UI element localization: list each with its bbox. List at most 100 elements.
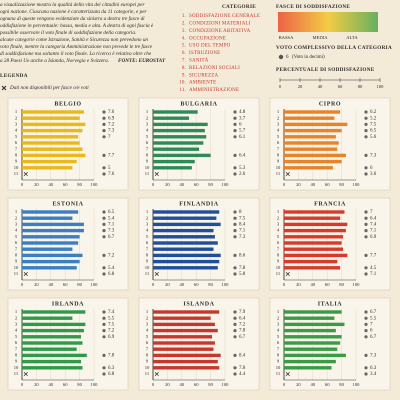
vote: 4.8 — [239, 110, 246, 115]
vote-dot — [364, 222, 368, 226]
vote-dot — [364, 335, 368, 339]
vote: 5.7 — [239, 129, 246, 134]
bar — [284, 216, 341, 220]
bar — [284, 147, 338, 151]
bar — [153, 235, 215, 239]
vote: 6 — [370, 166, 373, 171]
missing-note: Dati non disponibili per fasce o/e voti — [9, 84, 89, 91]
bar — [22, 322, 86, 327]
category-number: 8. — [182, 66, 186, 71]
row-number: 2 — [15, 215, 18, 220]
row-number: 2 — [277, 215, 280, 220]
row-number: 6 — [146, 340, 149, 345]
vote-dot — [102, 122, 106, 126]
row-number: 10 — [276, 365, 281, 370]
bar — [153, 366, 220, 370]
vote: 7.8 — [239, 329, 246, 334]
row-number: 3 — [15, 321, 18, 326]
row-number: 9 — [146, 259, 149, 264]
vote-dot — [233, 229, 237, 233]
vote-dot — [233, 372, 237, 376]
row-number: 11 — [145, 371, 150, 376]
row-number: 10 — [145, 265, 150, 270]
row-number: 5 — [146, 134, 149, 139]
missing-icon — [23, 271, 28, 277]
bar — [153, 310, 220, 314]
category-name: ISTRUZIONE — [189, 51, 220, 56]
row-number: 5 — [15, 134, 18, 139]
x-tick-label: 60 — [325, 282, 330, 287]
x-tick-label: 80 — [339, 382, 344, 387]
bar — [284, 141, 339, 145]
vote-dot — [233, 129, 237, 133]
bar — [284, 310, 342, 314]
x-tick-label: 100 — [222, 382, 230, 387]
row-number: 5 — [277, 334, 280, 339]
row-number: 10 — [145, 165, 150, 170]
vote-dot — [364, 229, 368, 233]
x-tick-label: 60 — [63, 182, 68, 187]
bar — [284, 241, 342, 245]
vote: 6.8 — [108, 372, 115, 377]
vote-dot — [233, 335, 237, 339]
row-number: 7 — [277, 346, 280, 351]
row-number: 3 — [146, 121, 149, 126]
vote: 6.8 — [108, 272, 115, 277]
bar — [22, 235, 80, 239]
category-number: 6. — [182, 51, 186, 56]
vote: 7 — [370, 323, 373, 328]
vote-dot — [233, 166, 237, 170]
x-tick-label: 100 — [91, 282, 99, 287]
vote-dot — [233, 216, 237, 220]
vote: 8.4 — [239, 354, 246, 359]
x-tick-label: 20 — [296, 382, 301, 387]
vote-dot — [364, 166, 368, 170]
vote-dot — [364, 253, 368, 257]
category-number: 9. — [182, 73, 186, 78]
bar — [284, 247, 344, 251]
intro-line: voto finale, mentre la categoria Amminis… — [0, 43, 153, 50]
x-tick-label: 80 — [77, 382, 82, 387]
panel-title: ITALIA — [318, 301, 343, 307]
missing-icon — [154, 171, 159, 177]
row-number: 1 — [146, 209, 149, 214]
vote-dot — [364, 116, 368, 120]
x-tick-label: 40 — [49, 382, 54, 387]
bar — [153, 241, 218, 245]
vote: 7.1 — [108, 223, 115, 228]
vote-dot — [102, 322, 106, 326]
row-number: 6 — [277, 140, 280, 145]
x-tick-label: 0 — [152, 382, 155, 387]
vote: 7.2 — [108, 254, 115, 259]
intro-line: di soddisfazione ma soltanto il voto fin… — [0, 50, 152, 57]
vote-dot — [364, 372, 368, 376]
vote-dot — [102, 329, 106, 333]
vote: 7.3 — [370, 154, 377, 159]
intro-line: ogni nazione. Ciascuna nazione è caratte… — [0, 9, 148, 15]
bar — [153, 259, 220, 264]
vote-dot — [102, 353, 106, 357]
x-tick-label: 100 — [222, 282, 230, 287]
vote-dot — [364, 110, 368, 114]
source: FONTE: EUROSTAT — [118, 58, 166, 64]
vote-dot — [102, 335, 106, 339]
row-number: 6 — [277, 340, 280, 345]
tick-label: 40 — [318, 84, 323, 89]
vote: 6 — [239, 123, 242, 128]
bar — [22, 210, 79, 214]
vote: 7.7 — [108, 154, 115, 159]
bar — [284, 110, 341, 114]
bar — [22, 335, 82, 339]
x-tick-label: 0 — [283, 382, 286, 387]
vote-dot — [364, 210, 368, 214]
bar — [22, 122, 86, 127]
categories-title: CATEGORIE — [222, 4, 256, 10]
row-number: 10 — [14, 265, 19, 270]
vote: 4.4 — [239, 372, 246, 377]
category-name: USO DEL TEMPO — [189, 44, 231, 49]
bar — [22, 310, 86, 314]
bar — [22, 266, 77, 270]
row-number: 6 — [146, 140, 149, 145]
x-tick-label: 60 — [194, 382, 199, 387]
intro-line: ognuna di queste vengono evidenziate da … — [0, 15, 145, 22]
